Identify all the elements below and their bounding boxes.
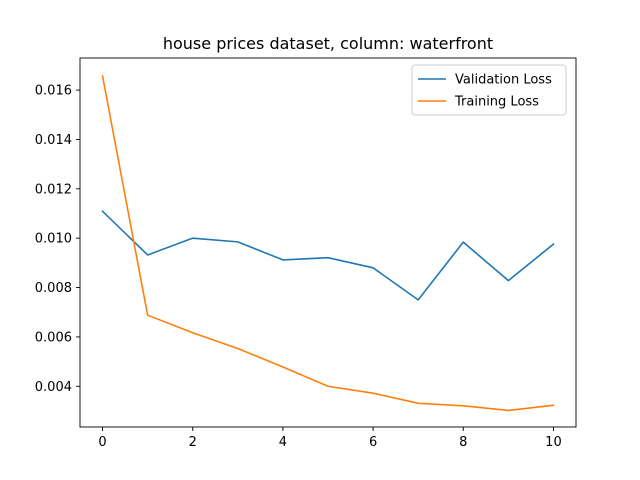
y-tick-label: 0.016: [35, 84, 72, 99]
chart-title: house prices dataset, column: waterfront: [163, 34, 493, 53]
plot-area: 0 2 4 6 8 10 0.004 0.006 0.008 0.010 0.012 0.014 0.0…: [35, 57, 577, 450]
y-tick-label: 0.010: [35, 232, 72, 247]
x-tick-label: 8: [459, 435, 467, 450]
x-tick-label: 4: [279, 435, 287, 450]
legend-label-0: Validation Loss: [455, 73, 552, 88]
y-tick-label: 0.006: [35, 330, 72, 345]
series-line-1: [101, 75, 555, 412]
x-tick-label: 0: [98, 435, 106, 450]
axes-frame: [79, 57, 577, 428]
legend: Validation Loss Training Loss: [411, 64, 567, 116]
y-tick-label: 0.012: [35, 182, 72, 197]
y-tick-label: 0.014: [35, 133, 72, 148]
y-tick-label: 0.008: [35, 281, 72, 296]
y-tick-label: 0.004: [35, 380, 72, 395]
x-tick-label: 2: [189, 435, 197, 450]
legend-box: [411, 64, 567, 116]
x-tick-label: 10: [545, 435, 562, 450]
series-line-0: [101, 210, 555, 301]
x-tick-label: 6: [369, 435, 377, 450]
legend-label-1: Training Loss: [454, 95, 539, 110]
